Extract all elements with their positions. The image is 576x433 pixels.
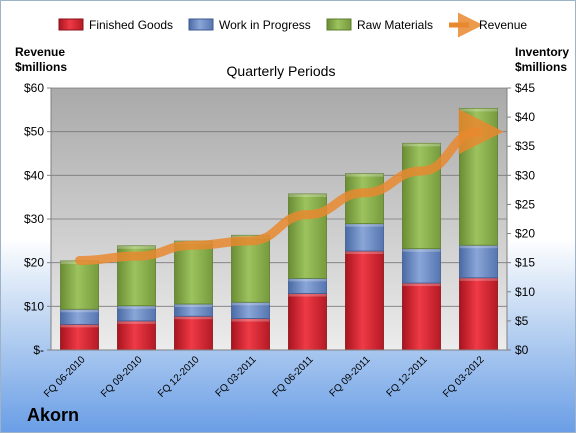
bar-highlight	[402, 283, 441, 287]
x-tick-label: FQ 09-2010	[99, 354, 145, 400]
bar-highlight	[174, 304, 213, 308]
left-tick-label: $10	[24, 299, 44, 313]
bar-highlight	[231, 302, 270, 306]
company-name: Akorn	[27, 405, 80, 425]
left-tick-label: $50	[24, 125, 44, 139]
bar-highlight	[459, 277, 498, 281]
bar-finished-goods	[288, 293, 327, 351]
bar-highlight	[345, 223, 384, 227]
bar-finished-goods	[231, 318, 270, 351]
right-axis-label-line1: Inventory	[515, 45, 569, 59]
bar-finished-goods	[117, 320, 156, 351]
legend-swatch-finished-goods	[58, 18, 84, 31]
right-tick-label: $45	[515, 81, 535, 95]
x-tick-label: FQ 12-2010	[156, 354, 202, 400]
right-tick-label: $25	[515, 197, 535, 211]
bar-highlight	[402, 248, 441, 252]
left-axis-label-line2: $millions	[15, 60, 67, 74]
x-tick-label: FQ 06-2011	[271, 354, 316, 399]
bar-finished-goods	[345, 250, 384, 351]
left-tick-label: $60	[24, 81, 44, 95]
right-tick-label: $20	[515, 227, 535, 241]
bar-raw-materials	[288, 193, 327, 279]
bar-highlight	[60, 309, 99, 313]
bar-work-in-progress	[459, 244, 498, 279]
legend-label-revenue: Revenue	[479, 18, 527, 32]
right-axis-label-line2: $millions	[515, 60, 567, 74]
bar-highlight	[117, 320, 156, 324]
bar-highlight	[345, 173, 384, 177]
bar-highlight	[288, 278, 327, 282]
right-tick-label: $30	[515, 168, 535, 182]
bar-highlight	[231, 318, 270, 322]
bar-highlight	[459, 245, 498, 249]
legend-label-raw-materials: Raw Materials	[357, 18, 433, 32]
bar-raw-materials	[60, 260, 99, 310]
right-tick-label: $35	[515, 139, 535, 153]
left-axis-label-line1: Revenue	[15, 45, 65, 59]
chart-title: Quarterly Periods	[227, 63, 336, 79]
bar-highlight	[459, 108, 498, 112]
bar-highlight	[117, 305, 156, 309]
legend-swatch-raw-materials	[326, 18, 352, 31]
bar-highlight	[345, 251, 384, 255]
bar-highlight	[60, 324, 99, 328]
bar-raw-materials	[231, 234, 270, 303]
right-tick-label: $5	[515, 314, 529, 328]
bar-highlight	[174, 316, 213, 320]
bar-finished-goods	[174, 315, 213, 351]
bar-highlight	[402, 143, 441, 147]
right-tick-label: $15	[515, 256, 535, 270]
left-tick-label: $20	[24, 256, 44, 270]
legend-swatch-work-in-progress	[188, 18, 214, 31]
right-tick-label: $10	[515, 285, 535, 299]
x-tick-label: FQ 06-2010	[42, 354, 88, 400]
right-tick-label: $40	[515, 110, 535, 124]
bar-raw-materials	[402, 142, 441, 250]
bar-finished-goods	[459, 277, 498, 351]
bar-work-in-progress	[402, 248, 441, 284]
x-tick-label: FQ 09-2011	[328, 354, 373, 399]
right-tick-label: $0	[515, 343, 529, 357]
x-tick-label: FQ 12-2011	[385, 354, 430, 399]
x-tick-label: FQ 03-2012	[441, 354, 487, 400]
left-tick-label: $40	[24, 168, 44, 182]
legend-label-work-in-progress: Work in Progress	[219, 18, 311, 32]
bar-raw-materials	[174, 240, 213, 305]
legend-label-finished-goods: Finished Goods	[89, 18, 173, 32]
left-tick-label: $-	[33, 343, 44, 357]
bar-highlight	[288, 293, 327, 297]
bar-highlight	[288, 193, 327, 197]
bar-finished-goods	[60, 323, 99, 351]
x-tick-label: FQ 03-2011	[214, 354, 259, 399]
left-tick-label: $30	[24, 212, 44, 226]
bar-work-in-progress	[345, 223, 384, 252]
revenue-line	[75, 109, 504, 265]
bar-highlight	[117, 245, 156, 249]
bar-finished-goods	[402, 282, 441, 351]
